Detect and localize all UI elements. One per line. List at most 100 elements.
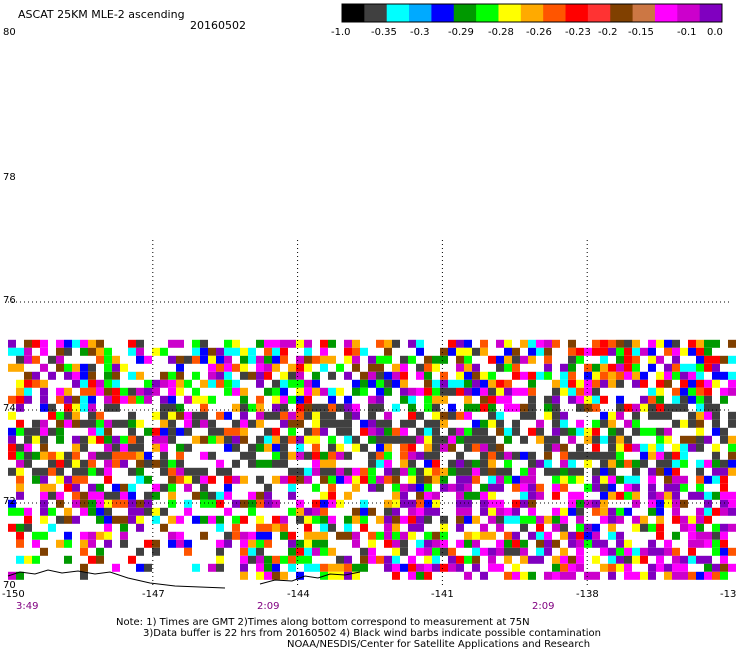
heatmap-cell (456, 507, 464, 516)
heatmap-cell (480, 435, 488, 444)
heatmap-cell (568, 555, 576, 564)
heatmap-cell (544, 571, 552, 580)
heatmap-cell (552, 403, 560, 412)
heatmap-cell (648, 523, 656, 532)
heatmap-cell (16, 555, 24, 564)
heatmap-cell (448, 459, 456, 468)
heatmap-cell (288, 491, 296, 500)
heatmap-cell (240, 515, 248, 524)
heatmap-cell (704, 555, 712, 564)
heatmap-cell (280, 411, 288, 420)
heatmap-cell (632, 363, 640, 372)
heatmap-cell (384, 411, 392, 420)
heatmap-cell (328, 499, 336, 508)
heatmap-cell (472, 387, 480, 396)
heatmap-cell (352, 507, 360, 516)
heatmap-cell (512, 403, 520, 412)
heatmap-cell (256, 363, 264, 372)
heatmap-cell (720, 459, 728, 468)
heatmap-cell (16, 507, 24, 516)
heatmap-cell (392, 531, 400, 540)
heatmap-cell (120, 483, 128, 492)
heatmap-cell (16, 347, 24, 356)
heatmap-cell (656, 499, 664, 508)
heatmap-cell (80, 339, 88, 348)
heatmap-cell (160, 419, 168, 428)
heatmap-cell (600, 539, 608, 548)
heatmap-cell (40, 491, 48, 500)
heatmap-cell (440, 411, 448, 420)
heatmap-cell (472, 435, 480, 444)
heatmap-cell (104, 507, 112, 516)
heatmap-cell (712, 507, 720, 516)
heatmap-cell (480, 459, 488, 468)
heatmap-cell (600, 499, 608, 508)
heatmap-cell (400, 387, 408, 396)
heatmap-cell (344, 555, 352, 564)
heatmap-cell (648, 395, 656, 404)
heatmap-cell (728, 419, 736, 428)
heatmap-cell (168, 499, 176, 508)
heatmap-cell (200, 435, 208, 444)
heatmap-cell (616, 451, 624, 460)
heatmap-cell (256, 339, 264, 348)
heatmap-cell (216, 523, 224, 532)
heatmap-cell (456, 347, 464, 356)
heatmap-cell (480, 467, 488, 476)
heatmap-cell (568, 363, 576, 372)
heatmap-cell (688, 347, 696, 356)
heatmap-cell (664, 571, 672, 580)
heatmap-cell (120, 515, 128, 524)
heatmap-cell (320, 563, 328, 572)
heatmap-cell (112, 387, 120, 396)
heatmap-cell (320, 507, 328, 516)
heatmap-cell (304, 523, 312, 532)
heatmap-cell (696, 395, 704, 404)
heatmap-cell (328, 483, 336, 492)
heatmap-cell (608, 571, 616, 580)
heatmap-cell (56, 499, 64, 508)
heatmap-cell (672, 443, 680, 452)
heatmap-cell (352, 379, 360, 388)
heatmap-cell (360, 443, 368, 452)
heatmap-cell (96, 347, 104, 356)
heatmap-cell (88, 403, 96, 412)
heatmap-cell (632, 555, 640, 564)
heatmap-cell (376, 387, 384, 396)
heatmap-cell (584, 403, 592, 412)
heatmap-cell (416, 515, 424, 524)
heatmap-cell (632, 523, 640, 532)
heatmap-cell (288, 411, 296, 420)
heatmap-cell (224, 339, 232, 348)
heatmap-cell (704, 475, 712, 484)
heatmap-cell (104, 419, 112, 428)
heatmap-cell (104, 515, 112, 524)
heatmap-cell (296, 363, 304, 372)
heatmap-cell (216, 555, 224, 564)
heatmap-cell (272, 435, 280, 444)
colorbar-swatch (610, 4, 634, 22)
heatmap-cell (424, 547, 432, 556)
heatmap-cell (160, 379, 168, 388)
heatmap-cell (32, 435, 40, 444)
heatmap-cell (256, 547, 264, 556)
heatmap-cell (376, 435, 384, 444)
heatmap-cell (664, 347, 672, 356)
heatmap-cell (424, 451, 432, 460)
heatmap-cell (696, 539, 704, 548)
heatmap-cell (456, 379, 464, 388)
heatmap-cell (272, 451, 280, 460)
heatmap-cell (520, 467, 528, 476)
colorbar-swatch (543, 4, 567, 22)
heatmap-cell (208, 515, 216, 524)
heatmap-cell (512, 547, 520, 556)
heatmap-cell (712, 467, 720, 476)
heatmap-cell (24, 387, 32, 396)
heatmap-cell (296, 571, 304, 580)
heatmap-cell (544, 355, 552, 364)
heatmap-cell (576, 467, 584, 476)
heatmap-cell (424, 475, 432, 484)
heatmap-cell (464, 403, 472, 412)
heatmap-cell (16, 419, 24, 428)
heatmap-cell (704, 491, 712, 500)
